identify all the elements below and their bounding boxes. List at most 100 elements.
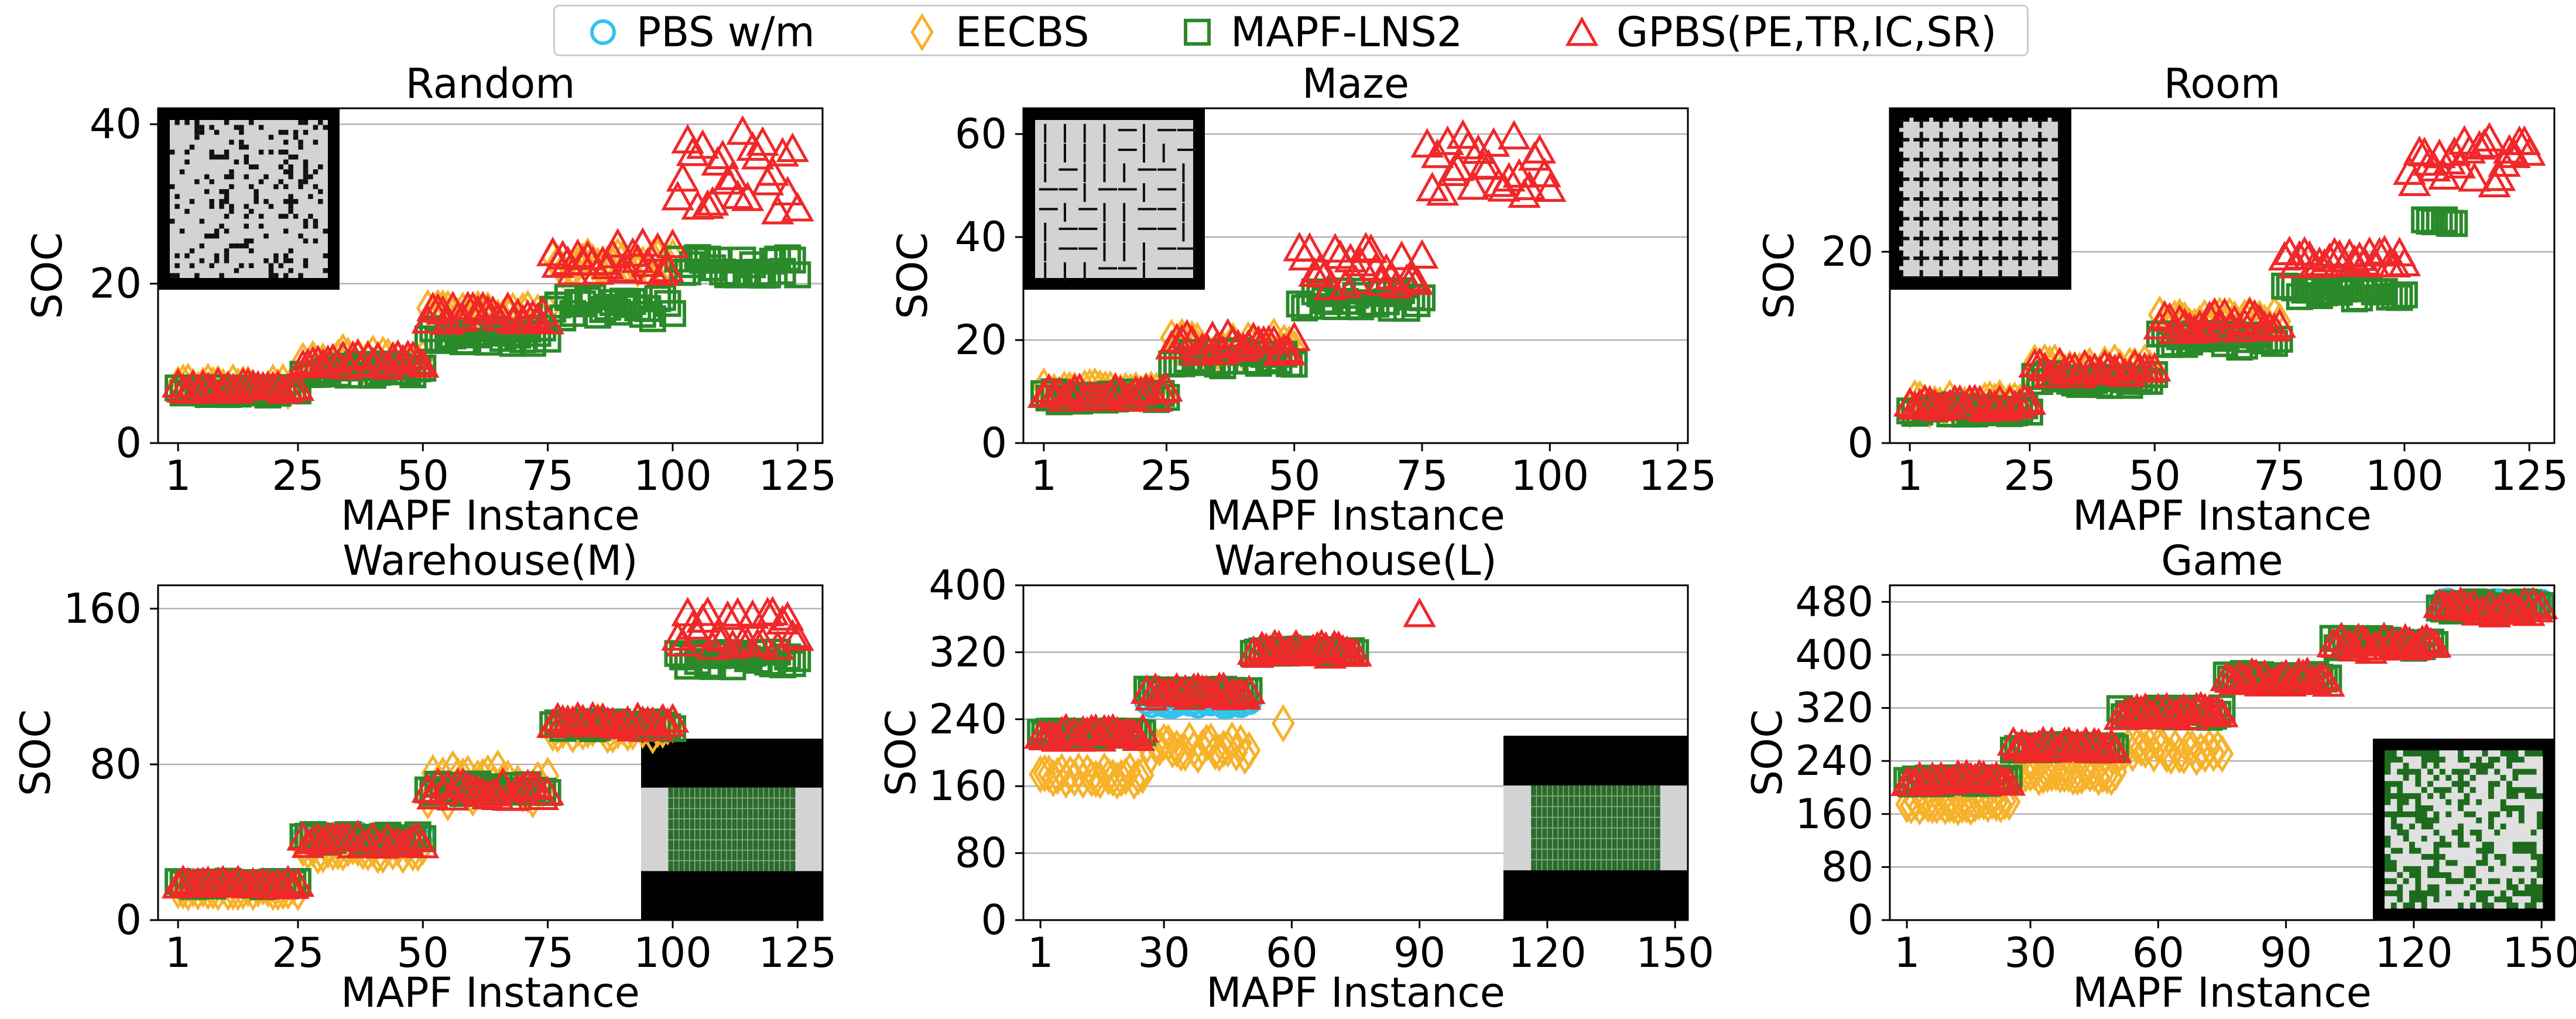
map-obstacle — [234, 125, 239, 130]
map-open-cell — [2414, 902, 2421, 909]
map-open-cell — [2409, 817, 2416, 824]
data-point — [2060, 728, 2094, 758]
data-point — [1308, 258, 1342, 288]
map-obstacle — [268, 204, 274, 209]
data-point — [401, 345, 435, 375]
map-obstacle — [229, 169, 234, 174]
map-obstacle — [273, 258, 279, 263]
data-point — [1088, 761, 1112, 800]
map-obstacle — [199, 243, 205, 249]
map-obstacle — [323, 228, 328, 234]
map-open-cell — [2385, 848, 2391, 855]
data-point — [2098, 354, 2132, 383]
map-obstacle — [244, 204, 249, 209]
map-obstacle — [313, 184, 318, 190]
map-open-cell — [2390, 872, 2397, 879]
map-door — [1929, 197, 1933, 201]
map-open-cell — [2500, 902, 2507, 909]
map-obstacle — [209, 199, 214, 204]
map-door — [1998, 187, 2003, 191]
map-obstacle — [224, 149, 229, 155]
data-point — [1206, 335, 1239, 365]
map-open-cell — [2385, 896, 2391, 903]
data-point — [2068, 348, 2102, 379]
map-door — [1909, 157, 1914, 162]
y-tick-label: 80 — [955, 829, 1007, 877]
map-open-cell — [2524, 756, 2531, 763]
map-door — [1909, 177, 1914, 182]
map-obstacle — [258, 179, 264, 184]
map-open-cell — [2396, 817, 2403, 824]
map-door — [1988, 197, 1993, 201]
data-point — [2482, 161, 2516, 191]
map-open-cell — [2421, 774, 2428, 781]
map-obstacle — [170, 218, 175, 224]
y-tick-label: 160 — [63, 585, 142, 633]
map-obstacle — [293, 155, 299, 160]
map-door — [2037, 167, 2043, 171]
map-obstacle — [179, 228, 185, 234]
map-obstacle — [263, 234, 269, 239]
map-obstacle — [229, 139, 234, 145]
map-room — [2022, 181, 2039, 197]
map-door — [1899, 147, 1904, 152]
map-open-cell — [2445, 780, 2452, 787]
map-open-cell — [2451, 884, 2458, 891]
map-open-cell — [2385, 823, 2391, 830]
map-obstacle — [209, 234, 214, 239]
map-open-cell — [2403, 890, 2410, 897]
map-obstacle — [283, 253, 289, 259]
map-room — [1903, 260, 1920, 276]
x-tick-label: 75 — [2253, 452, 2306, 500]
data-point — [1380, 269, 1413, 299]
map-obstacle — [318, 120, 323, 125]
map-open-cell — [2518, 774, 2525, 781]
map-door — [2017, 227, 2023, 231]
map-open-cell — [2409, 835, 2416, 842]
map-open-cell — [2482, 823, 2489, 830]
map-open-cell — [2414, 835, 2421, 842]
map-wall — [1083, 262, 1086, 282]
map-open-cell — [2464, 805, 2470, 812]
map-open-cell — [2530, 780, 2537, 787]
map-open-cell — [2403, 817, 2410, 824]
map-door — [1929, 157, 1933, 162]
map-open-cell — [2409, 805, 2416, 812]
map-open-cell — [2451, 866, 2458, 873]
data-point — [1296, 633, 1330, 663]
data-point — [621, 701, 655, 732]
map-obstacle — [303, 120, 309, 125]
map-obstacle — [283, 169, 289, 174]
data-point — [1436, 156, 1469, 186]
data-point — [2238, 299, 2272, 329]
data-point — [2129, 729, 2153, 767]
map-obstacle — [273, 253, 279, 259]
map-obstacle — [278, 214, 284, 219]
map-wall — [1044, 123, 1047, 143]
map-open-cell — [2421, 878, 2428, 884]
map-open-cell — [2536, 762, 2543, 769]
map-open-cell — [2385, 872, 2391, 879]
data-point — [2492, 133, 2526, 164]
x-tick-label: 90 — [1393, 929, 1445, 977]
map-door — [2037, 207, 2043, 211]
map-door — [1909, 216, 1914, 221]
data-point — [356, 346, 390, 377]
y-tick-label: 20 — [1821, 228, 1873, 276]
map-open-cell — [2530, 762, 2537, 769]
map-open-cell — [2469, 768, 2476, 776]
map-open-cell — [2524, 823, 2531, 830]
map-open-cell — [2414, 756, 2421, 763]
map-open-cell — [2518, 872, 2525, 879]
map-obstacle — [298, 184, 303, 190]
map-obstacle — [303, 164, 309, 170]
map-open-cell — [2403, 853, 2410, 860]
map-open-cell — [2433, 799, 2440, 805]
map-open-cell — [2518, 762, 2525, 769]
map-open-cell — [2457, 866, 2464, 873]
data-point — [1249, 632, 1283, 663]
map-door — [1929, 137, 1933, 142]
data-point — [221, 864, 255, 894]
map-obstacle — [224, 228, 229, 234]
map-obstacle — [313, 125, 318, 130]
